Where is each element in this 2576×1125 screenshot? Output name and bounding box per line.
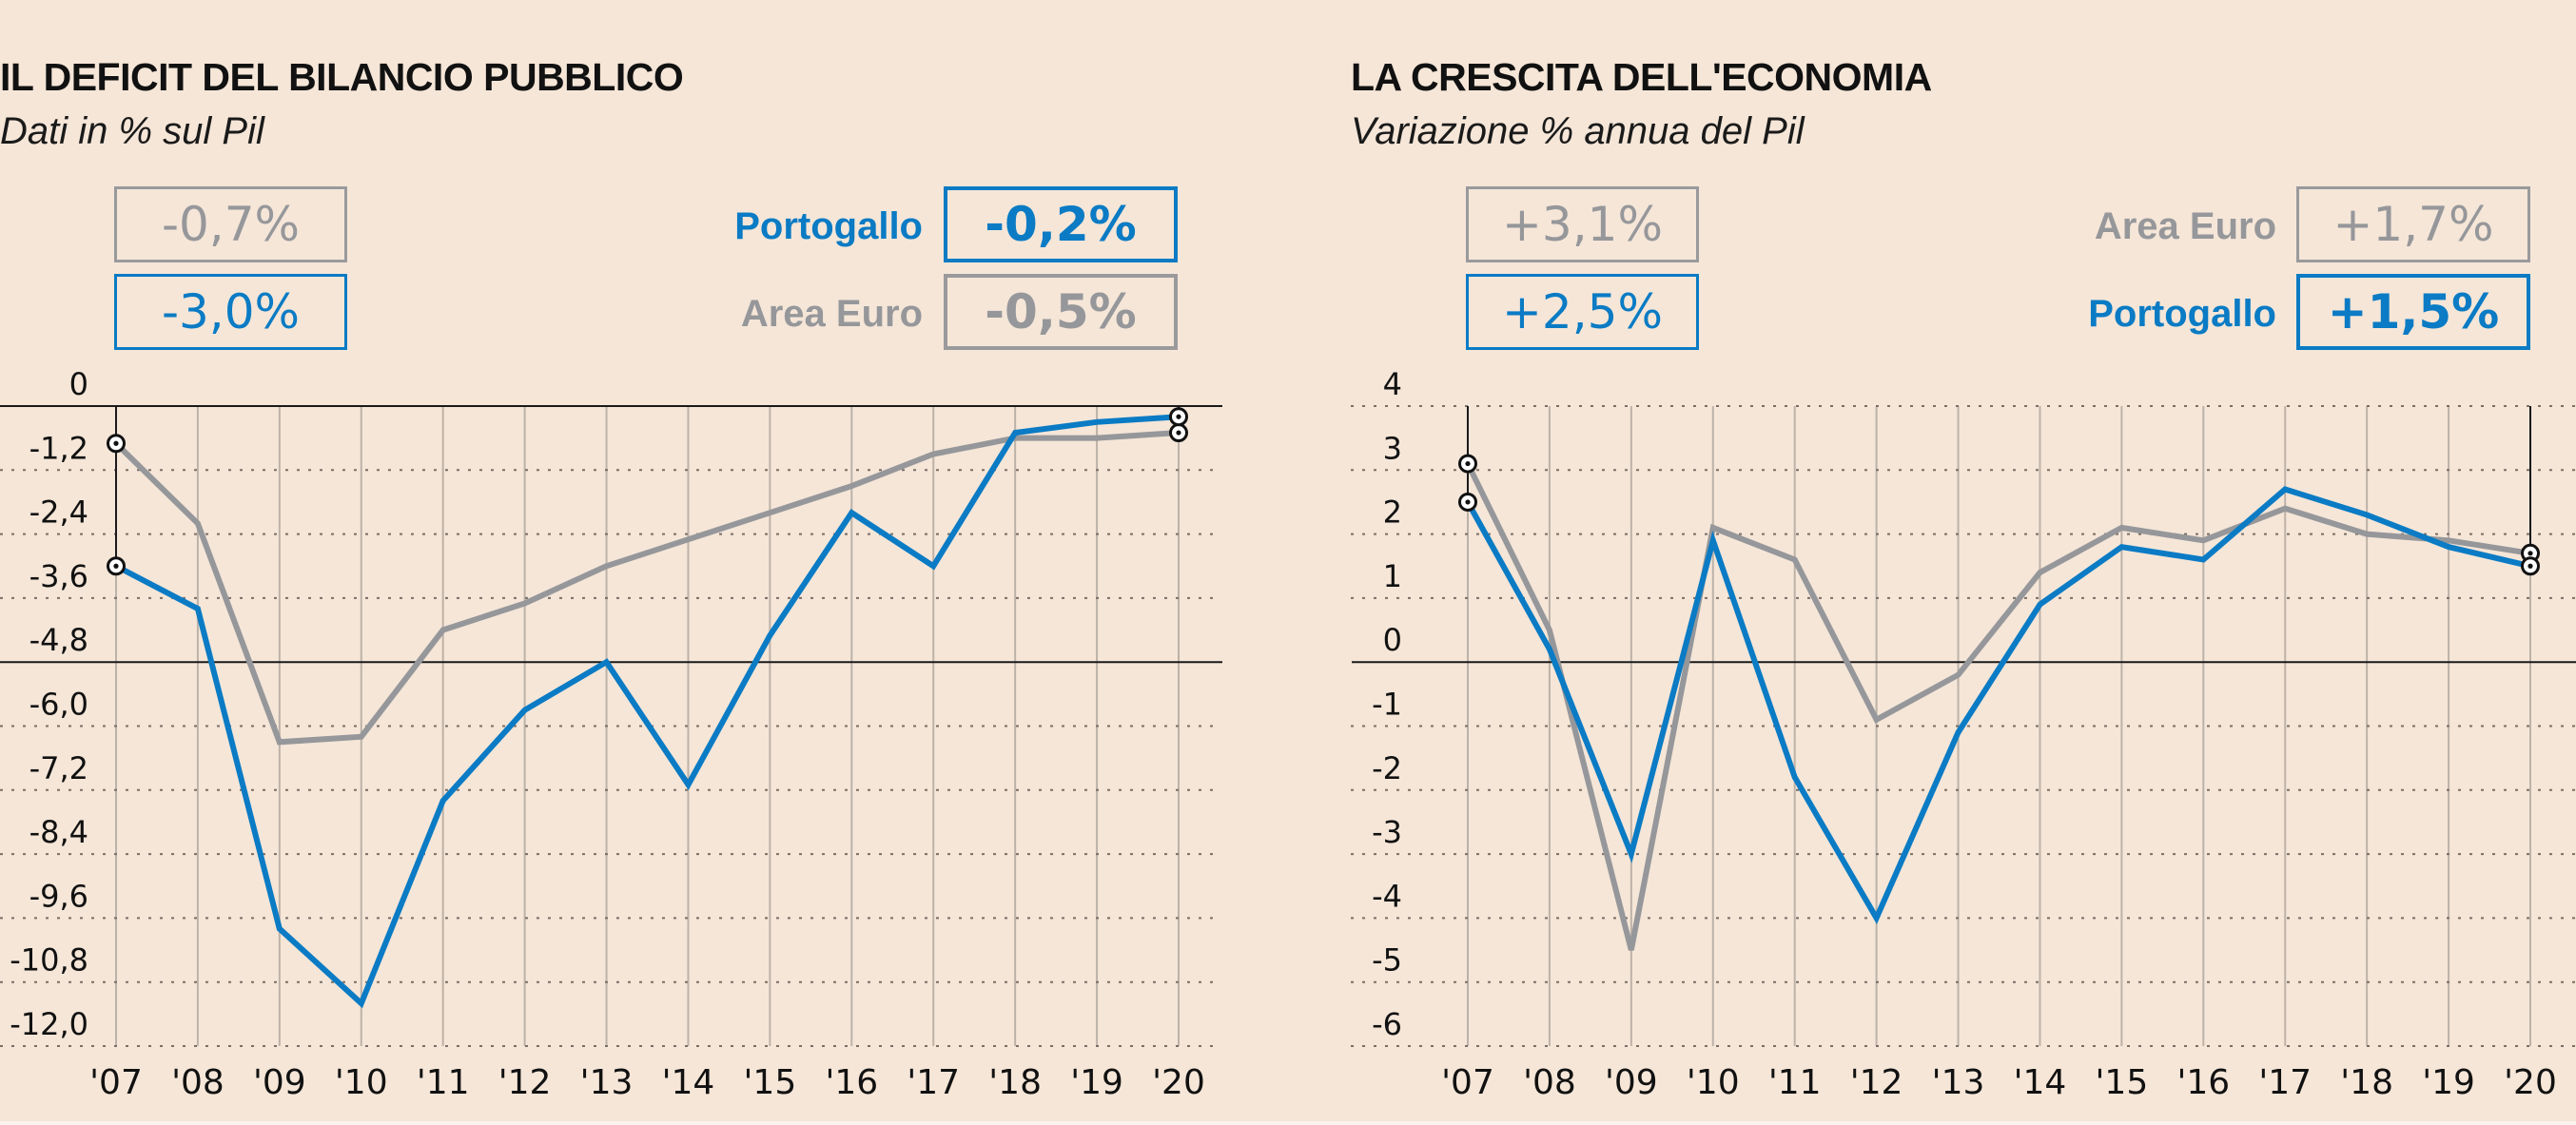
growth-ytick-label: -3: [1372, 814, 1402, 850]
growth-xtick-label: '15: [2096, 1063, 2149, 1102]
growth-end-portugal-box: +1,5%: [2296, 274, 2530, 350]
growth-marker-euro-area-start-dot: [1465, 460, 1471, 467]
deficit-xtick-label: '15: [744, 1063, 797, 1102]
growth-xtick-label: '17: [2258, 1063, 2312, 1102]
growth-chart-subtitle: Variazione % annua del Pil: [1351, 110, 1805, 152]
growth-ytick-label: -5: [1372, 942, 1402, 979]
deficit-xtick-label: '13: [580, 1063, 634, 1102]
deficit-end-portugal-box: -0,2%: [944, 186, 1178, 262]
bottom-strip: [0, 1121, 2576, 1125]
deficit-ytick-label: -4,8: [29, 622, 88, 658]
growth-xtick-label: '20: [2504, 1063, 2557, 1102]
deficit-chart-subtitle: Dati in % sul Pil: [0, 110, 264, 152]
growth-marker-portugal-end-dot: [2527, 563, 2533, 569]
deficit-marker-euro-area-end-dot: [1176, 430, 1181, 436]
growth-xtick-label: '18: [2340, 1063, 2393, 1102]
growth-xtick-label: '16: [2176, 1063, 2230, 1102]
deficit-ytick-label: -8,4: [29, 814, 88, 850]
growth-ytick-label: 3: [1383, 430, 1402, 466]
growth-legend-portugal-label: Portogallo: [2088, 293, 2276, 335]
deficit-xtick-label: '18: [988, 1063, 1042, 1102]
growth-xtick-label: '10: [1687, 1063, 1740, 1102]
growth-series-line-euro-area: [1465, 462, 2531, 951]
growth-ytick-label: -2: [1372, 750, 1402, 786]
growth-xtick-label: '08: [1523, 1063, 1576, 1102]
growth-marker-euro-area-end-dot: [2527, 551, 2533, 556]
growth-ytick-label: -1: [1372, 687, 1402, 723]
growth-xtick-label: '19: [2422, 1063, 2475, 1102]
growth-start-euro-box: +3,1%: [1466, 186, 1699, 262]
deficit-marker-portugal-end-dot: [1176, 414, 1181, 419]
deficit-start-euro-box: -0,7%: [114, 186, 347, 262]
deficit-xtick-label: '08: [171, 1063, 224, 1102]
growth-ytick-label: 0: [1383, 622, 1402, 658]
growth-xtick-label: '14: [2014, 1063, 2067, 1102]
deficit-legend-euro-label: Area Euro: [740, 293, 923, 335]
growth-xtick-label: '12: [1850, 1063, 1903, 1102]
deficit-ytick-label: -10,8: [10, 942, 88, 979]
growth-end-euro-box: +1,7%: [2296, 186, 2530, 262]
deficit-ytick-label: -9,6: [29, 878, 88, 914]
deficit-end-euro-box: -0,5%: [944, 274, 1178, 350]
growth-marker-portugal-start-dot: [1465, 499, 1471, 505]
growth-chart: 4 3 2 1 0 -1 -2 -3 -4 -5 -6 '07 '08 '09 '10 '11 '12 '13 '1…: [1351, 366, 2576, 1102]
deficit-xtick-label: '10: [335, 1063, 388, 1102]
deficit-ytick-label: -6,0: [29, 687, 88, 723]
deficit-ytick-label: -7,2: [29, 750, 88, 786]
growth-xtick-label: '07: [1441, 1063, 1494, 1102]
deficit-xtick-label: '19: [1070, 1063, 1123, 1102]
deficit-chart-title: IL DEFICIT DEL BILANCIO PUBBLICO: [0, 55, 684, 99]
deficit-xtick-label: '20: [1152, 1063, 1205, 1102]
growth-series-line-portugal: [1465, 486, 2531, 925]
growth-xtick-label: '09: [1605, 1063, 1658, 1102]
deficit-xtick-label: '09: [253, 1063, 306, 1102]
deficit-ytick-label: -12,0: [10, 1006, 88, 1042]
deficit-xtick-label: '11: [417, 1063, 470, 1102]
deficit-marker-portugal-start-dot: [113, 563, 119, 569]
deficit-xtick-label: '16: [825, 1063, 878, 1102]
deficit-ytick-label: -3,6: [29, 558, 88, 594]
growth-ytick-label: -4: [1372, 878, 1402, 914]
growth-chart-title: LA CRESCITA DELL'ECONOMIA: [1351, 55, 1932, 99]
deficit-xtick-label: '07: [89, 1063, 143, 1102]
growth-start-portugal-box: +2,5%: [1466, 274, 1699, 350]
deficit-marker-euro-area-start-dot: [113, 440, 119, 446]
deficit-xtick-label: '12: [498, 1063, 552, 1102]
deficit-xtick-label: '17: [907, 1063, 960, 1102]
growth-xtick-label: '11: [1768, 1063, 1822, 1102]
deficit-series-line-euro-area: [113, 430, 1180, 746]
deficit-ytick-label: -1,2: [29, 430, 88, 466]
growth-xtick-label: '13: [1932, 1063, 1985, 1102]
deficit-ytick-label: 0: [69, 366, 88, 402]
growth-ytick-label: 4: [1383, 366, 1402, 402]
deficit-xtick-label: '14: [662, 1063, 715, 1102]
growth-ytick-label: -6: [1372, 1006, 1402, 1042]
deficit-chart: 0 -1,2 -2,4 -3,6 -4,8 -6,0 -7,2 -8,4 -9,6 -10,8 -1…: [0, 366, 1222, 1102]
deficit-legend-portugal-label: Portogallo: [734, 205, 923, 247]
growth-ytick-label: 2: [1383, 495, 1402, 531]
growth-ytick-label: 1: [1383, 558, 1402, 594]
deficit-series-line-portugal: [114, 414, 1180, 1009]
growth-legend-euro-label: Area Euro: [2094, 205, 2276, 247]
deficit-ytick-label: -2,4: [29, 495, 88, 531]
deficit-start-portugal-box: -3,0%: [114, 274, 347, 350]
